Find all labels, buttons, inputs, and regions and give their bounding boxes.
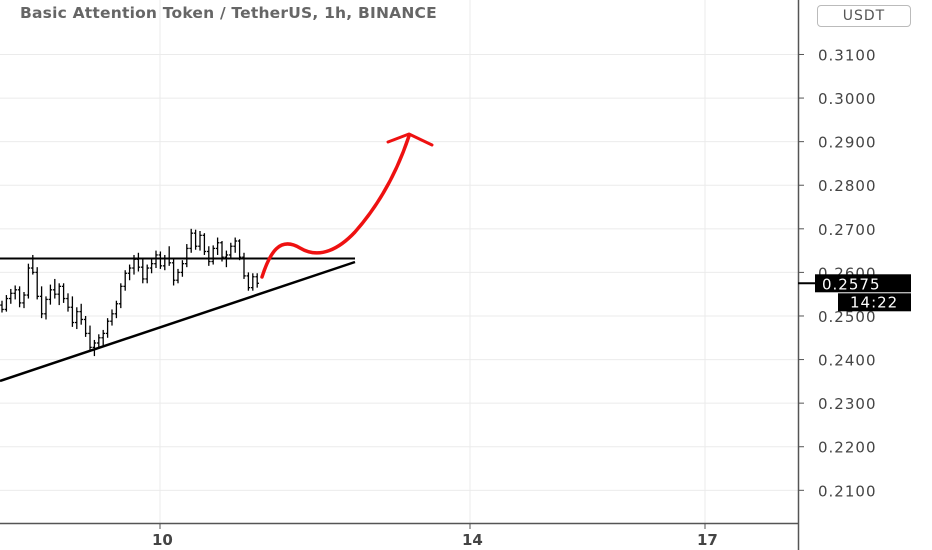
price-tick-label: 0.2400 xyxy=(818,352,877,370)
price-tick-label: 0.2800 xyxy=(818,177,877,195)
arrow-head-icon xyxy=(386,132,434,147)
support-trendline[interactable] xyxy=(0,260,356,383)
ohlc-bar xyxy=(246,272,251,291)
ohlc-bar xyxy=(215,237,220,255)
ohlc-bar xyxy=(185,244,189,268)
ohlc-bar xyxy=(61,283,66,303)
price-tick-label: 0.2200 xyxy=(818,439,877,457)
ohlc-bar xyxy=(163,254,167,271)
drawings[interactable] xyxy=(0,132,434,383)
price-axis-labels: 0.31000.30000.29000.28000.27000.26000.25… xyxy=(798,46,877,500)
ohlc-bar xyxy=(17,286,22,308)
ohlc-bar xyxy=(237,239,242,261)
ohlc-bar xyxy=(39,286,44,319)
ohlc-bar xyxy=(4,295,9,312)
ohlc-bar xyxy=(149,258,154,274)
ohlc-bar xyxy=(105,318,110,338)
price-tick-label: 0.2100 xyxy=(818,482,877,500)
ohlc-bar xyxy=(57,283,61,306)
ohlc-bar xyxy=(193,229,198,250)
ohlc-bar xyxy=(88,325,92,352)
ohlc-bar xyxy=(167,246,171,266)
ohlc-bar xyxy=(123,270,127,291)
ohlc-bar xyxy=(70,296,75,327)
ohlc-bars xyxy=(0,228,259,357)
ohlc-bar xyxy=(251,273,255,291)
projection-arrow[interactable] xyxy=(260,134,411,279)
ohlc-bar xyxy=(202,233,207,255)
ohlc-bar xyxy=(101,329,105,346)
last-price-marker: 0.2575 14:22 xyxy=(798,274,911,312)
ohlc-bar xyxy=(26,263,31,299)
time-tick-label: 17 xyxy=(697,531,718,549)
ohlc-bar xyxy=(207,246,211,266)
price-tick-label: 0.2300 xyxy=(818,395,877,413)
ohlc-bar xyxy=(22,292,26,309)
countdown-label: 14:22 xyxy=(850,293,898,311)
ohlc-bar xyxy=(176,268,180,284)
ohlc-bar xyxy=(171,258,176,286)
ohlc-bar xyxy=(66,293,70,312)
ohlc-bar xyxy=(110,309,114,326)
price-tick-label: 0.3000 xyxy=(818,90,877,108)
ohlc-bar xyxy=(13,285,17,300)
ohlc-bar xyxy=(145,264,149,284)
time-axis-labels: 10 14 17 xyxy=(152,523,718,549)
ohlc-bar xyxy=(53,278,57,299)
currency-button[interactable]: USDT xyxy=(817,5,911,27)
ohlc-bar xyxy=(158,251,163,269)
ohlc-bar xyxy=(242,252,246,279)
ohlc-bar xyxy=(229,242,233,260)
price-tick-label: 0.2700 xyxy=(818,221,877,239)
ohlc-bar xyxy=(83,315,88,337)
ohlc-bar xyxy=(233,237,237,253)
ohlc-bar xyxy=(114,300,119,319)
ohlc-bar xyxy=(198,230,202,251)
ohlc-bar xyxy=(0,300,4,313)
price-tick-label: 0.3100 xyxy=(818,46,877,64)
ohlc-bar xyxy=(119,283,123,309)
ohlc-bar xyxy=(75,307,79,330)
last-price-label: 0.2575 xyxy=(822,275,881,293)
grid xyxy=(0,0,798,523)
ohlc-bar xyxy=(255,273,259,288)
axes xyxy=(0,0,800,550)
ohlc-bar xyxy=(136,252,141,272)
chart-title: Basic Attention Token / TetherUS, 1h, BI… xyxy=(20,4,437,22)
ohlc-bar xyxy=(211,245,215,265)
price-tick-label: 0.2500 xyxy=(818,308,877,326)
ohlc-bar xyxy=(48,284,53,305)
ohlc-bar xyxy=(35,267,39,300)
ohlc-bar xyxy=(127,264,132,281)
price-tick-label: 0.2900 xyxy=(818,134,877,152)
ohlc-bar xyxy=(9,288,13,304)
ohlc-bar xyxy=(141,259,145,284)
ohlc-bar xyxy=(44,296,48,320)
ohlc-bar xyxy=(180,260,185,277)
time-tick-label: 14 xyxy=(462,531,483,549)
ohlc-bar xyxy=(92,339,97,357)
ohlc-bar xyxy=(79,303,83,325)
ohlc-bar xyxy=(189,228,193,253)
time-tick-label: 10 xyxy=(152,531,173,549)
ohlc-bar xyxy=(97,334,101,348)
